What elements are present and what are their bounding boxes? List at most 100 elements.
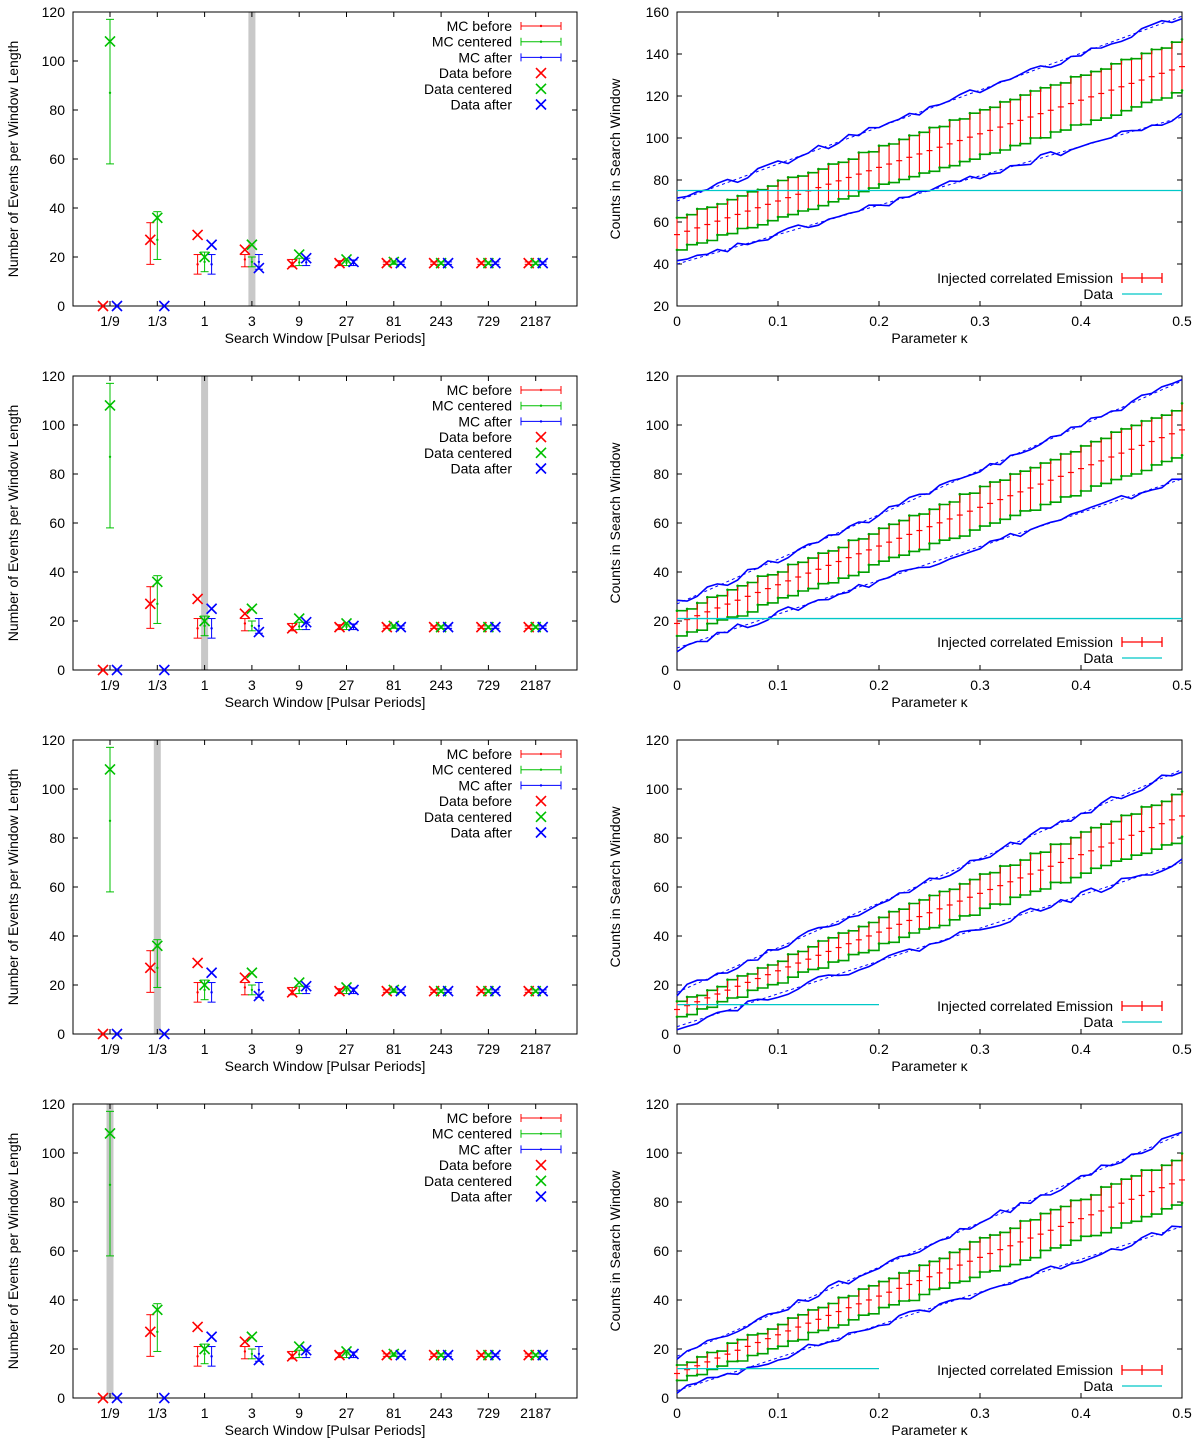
inner-band-marker <box>695 1355 699 1359</box>
y-tick-label: 0 <box>57 298 65 314</box>
x-tick-label: 1/3 <box>148 1041 168 1057</box>
inner-band-marker <box>807 1331 810 1334</box>
inner-band-marker <box>857 570 861 574</box>
x-tick-label: 0.2 <box>869 1405 889 1421</box>
x-tick-label: 2187 <box>520 677 551 693</box>
data-cross <box>333 257 346 269</box>
inner-band-marker <box>998 478 1002 482</box>
inner-band-marker <box>897 935 901 939</box>
data-cross <box>293 612 305 625</box>
y-tick-label: 0 <box>661 1390 669 1406</box>
inner-band-marker <box>827 960 830 964</box>
inner-band-marker <box>1079 73 1083 77</box>
inner-band-marker <box>736 1359 739 1363</box>
inner-band-marker <box>1079 1235 1083 1238</box>
legend-label: MC centered <box>432 34 512 50</box>
x-tick-label: 1 <box>201 677 209 693</box>
inner-band-marker <box>807 945 810 949</box>
mc-point <box>243 622 247 625</box>
data-cross <box>381 985 393 997</box>
mc-point <box>250 624 254 628</box>
inner-band-marker <box>968 913 972 917</box>
inner-band-marker <box>1039 461 1042 465</box>
x-tick-label: 1/9 <box>100 677 120 693</box>
x-tick-label: 9 <box>295 1041 303 1057</box>
mc-point <box>250 260 254 264</box>
data-cross <box>381 1349 393 1361</box>
x-axis-label: Search Window [Pulsar Periods] <box>225 1422 426 1438</box>
inner-band-marker <box>706 988 709 992</box>
y-axis-label: Counts in Search Window <box>607 442 623 604</box>
y-tick-label: 100 <box>646 417 670 433</box>
inner-band-marker <box>837 576 840 580</box>
inner-band-marker <box>736 1338 739 1341</box>
inner-band-marker <box>1089 1234 1093 1237</box>
left-panel: 0 20 40 60 80 100 120 1/9 1/3 1 3 9 27 81 243 729 2187 Se… <box>5 368 578 710</box>
data-cross <box>246 1331 258 1343</box>
inner-band-marker <box>968 1240 972 1244</box>
inner-band-marker <box>675 1379 679 1382</box>
inner-band-marker <box>1140 469 1143 472</box>
inner-band-marker <box>1180 790 1184 793</box>
inner-band-marker <box>685 1013 689 1016</box>
inner-band-marker <box>1120 109 1123 112</box>
inner-band-marker <box>978 152 982 156</box>
legend-swatch <box>535 1159 547 1171</box>
inner-band-marker <box>1180 835 1184 838</box>
inner-band-marker <box>776 1323 780 1326</box>
x-tick-label: 2187 <box>520 313 551 329</box>
x-tick-label: 243 <box>429 313 453 329</box>
inner-band-marker <box>958 1280 962 1283</box>
legend-swatch <box>539 752 543 756</box>
x-tick-label: 27 <box>339 313 355 329</box>
y-tick-label: 120 <box>42 1096 66 1112</box>
x-tick-label: 1/3 <box>148 677 168 693</box>
inner-band-marker <box>675 1015 679 1019</box>
y-tick-label: 60 <box>49 1243 65 1259</box>
x-axis-label: Search Window [Pulsar Periods] <box>225 694 426 710</box>
y-tick-label: 100 <box>646 781 670 797</box>
inner-band-marker <box>1140 1168 1143 1172</box>
x-tick-label: 0.1 <box>768 313 788 329</box>
data-cross <box>151 576 163 588</box>
inner-band-marker <box>746 989 749 992</box>
inner-band-marker <box>837 1296 840 1299</box>
inner-band-marker <box>897 553 901 557</box>
x-tick-label: 0.5 <box>1172 1405 1192 1421</box>
inner-band-marker <box>1170 409 1174 413</box>
x-tick-label: 1 <box>201 1041 209 1057</box>
data-cross <box>442 985 454 997</box>
inner-band-marker <box>998 1231 1002 1234</box>
mc-point <box>250 1352 254 1356</box>
inner-band-marker <box>887 181 891 184</box>
legend-label: Injected correlated Emission <box>937 634 1113 650</box>
data-cross <box>442 621 454 633</box>
inner-band-marker <box>1180 401 1184 405</box>
inner-band-marker <box>685 1374 689 1378</box>
inner-band-marker <box>736 584 739 588</box>
inner-band-marker <box>1120 1177 1123 1181</box>
inner-band-marker <box>837 197 840 201</box>
legend-swatch <box>539 1148 543 1151</box>
inner-band-marker <box>817 1306 820 1309</box>
inner-band-marker <box>746 581 749 584</box>
inner-band-marker <box>857 951 861 955</box>
mc-point <box>243 986 247 989</box>
legend-label: Data <box>1083 286 1113 302</box>
inner-band-marker <box>1019 509 1022 513</box>
inner-band-marker <box>1130 424 1133 427</box>
inner-band-marker <box>1099 864 1103 867</box>
inner-band-marker <box>948 118 951 122</box>
inner-band-marker <box>726 996 729 1000</box>
inner-band-marker <box>877 182 881 186</box>
y-tick-label: 60 <box>49 151 65 167</box>
inner-band-marker <box>1110 859 1113 863</box>
inner-band-marker <box>1130 57 1133 60</box>
inner-band-marker <box>988 151 992 155</box>
legend-label: Data centered <box>424 1173 512 1189</box>
inner-band-marker <box>1140 52 1143 55</box>
x-tick-label: 1/3 <box>148 313 168 329</box>
inner-band-marker <box>1009 1226 1012 1230</box>
inner-band-marker <box>786 1316 790 1320</box>
inner-band-marker <box>776 981 780 985</box>
